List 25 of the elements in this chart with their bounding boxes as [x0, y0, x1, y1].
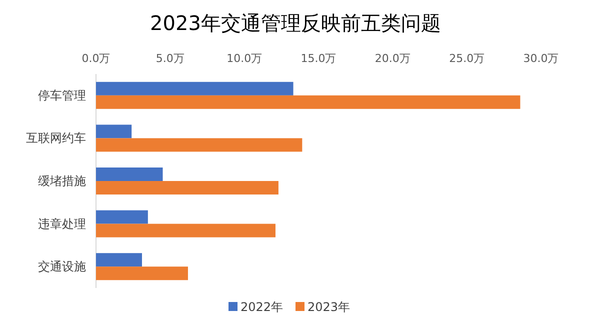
bar — [96, 95, 520, 109]
bar — [96, 168, 163, 181]
bar — [96, 210, 148, 224]
x-tick-label: 25.0万 — [449, 52, 485, 65]
x-tick-label: 20.0万 — [374, 52, 410, 65]
y-tick-label: 缓堵措施 — [38, 174, 86, 188]
y-tick-label: 交通设施 — [38, 260, 86, 274]
legend-label: 2023年 — [308, 300, 350, 314]
bar — [96, 266, 188, 280]
x-tick-label: 15.0万 — [300, 52, 336, 65]
bar — [96, 82, 294, 96]
x-tick-label: 0.0万 — [82, 52, 110, 65]
x-tick-label: 5.0万 — [156, 52, 184, 65]
bar — [96, 224, 276, 238]
y-tick-label: 违章处理 — [38, 216, 86, 231]
bar — [96, 124, 132, 138]
x-tick-label: 30.0万 — [523, 52, 559, 65]
chart-title: 2023年交通管理反映前五类问题 — [150, 11, 441, 35]
bar — [96, 138, 302, 152]
bar — [96, 181, 278, 194]
y-tick-label: 停车管理 — [38, 88, 86, 102]
y-tick-label: 互联网约车 — [26, 131, 86, 146]
legend-label: 2022年 — [240, 300, 284, 314]
bar — [96, 253, 142, 267]
x-tick-label: 10.0万 — [226, 52, 262, 65]
